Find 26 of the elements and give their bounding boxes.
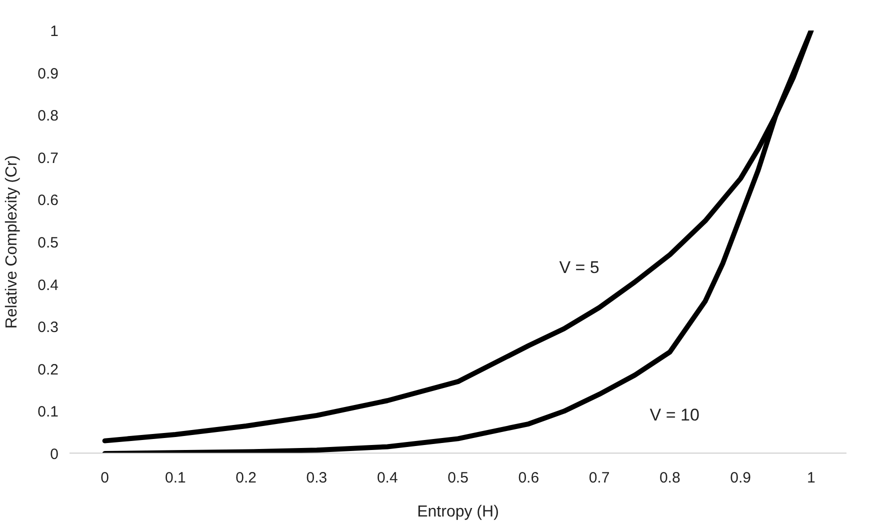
x-tick-label: 1 — [807, 470, 816, 486]
x-tick-label: 0.6 — [518, 470, 540, 486]
y-axis-title: Relative Complexity (Cr) — [4, 155, 21, 329]
y-tick-label: 0.6 — [38, 192, 59, 210]
x-tick-label: 0.9 — [730, 470, 751, 486]
y-tick-label: 1 — [50, 23, 58, 40]
x-tick-label: 0.1 — [165, 470, 186, 486]
y-tick-label: 0.2 — [38, 361, 59, 378]
x-tick-label: 0.8 — [659, 470, 680, 486]
y-tick-label: 0.5 — [38, 234, 59, 252]
y-tick-label: 0.9 — [38, 65, 59, 82]
y-tick-label: 0.7 — [38, 150, 59, 167]
x-axis-title: Entropy (H) — [417, 504, 499, 520]
x-tick-label: 0.4 — [376, 470, 398, 486]
text: V = 10 — [650, 406, 700, 425]
series-label: V = 5 — [559, 258, 600, 278]
y-tick-label: 0.1 — [38, 404, 59, 421]
x-tick-label: 0.2 — [236, 470, 257, 486]
x-tick-label: 0.7 — [588, 470, 610, 486]
y-tick-label: 0.3 — [38, 319, 59, 336]
y-tick-label: 0 — [50, 446, 58, 463]
y-tick-label: 0.4 — [38, 276, 59, 294]
x-tick-label: 0 — [100, 470, 109, 486]
y-tick-label: 0.8 — [38, 108, 59, 125]
x-tick-label: 0.3 — [306, 470, 328, 486]
x-tick-label: 0.5 — [448, 470, 468, 486]
